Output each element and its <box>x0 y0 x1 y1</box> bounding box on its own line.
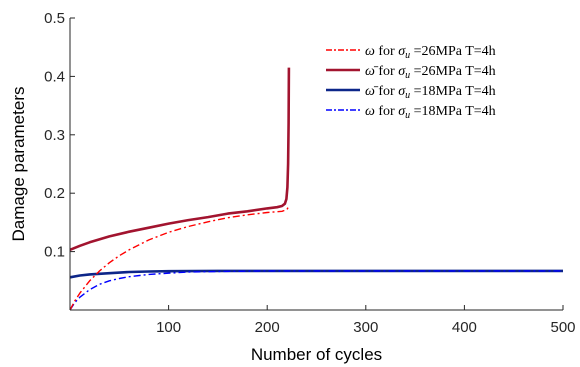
plot-lines <box>69 67 563 311</box>
series-line-1 <box>69 205 290 311</box>
legend-entry-4: ω for σu =18MPa T=4h <box>365 104 496 121</box>
ticks: 100 200 300 400 500 0.1 0.2 0.3 0.4 0.5 <box>44 10 575 336</box>
y-tick-label: 0.1 <box>44 244 65 261</box>
y-tick-label: 0.4 <box>44 68 65 85</box>
y-tick-label: 0.2 <box>44 185 65 202</box>
x-tick-label: 100 <box>156 319 181 336</box>
legend-entry-1: ω for σu =26MPa T=4h <box>365 44 496 61</box>
x-tick-label: 300 <box>353 319 378 336</box>
y-tick-label: 0.3 <box>44 127 65 144</box>
x-axis-title: Number of cycles <box>251 345 382 364</box>
series-line-2 <box>69 67 291 252</box>
series-line-3 <box>69 269 563 279</box>
x-tick-label: 500 <box>550 319 575 336</box>
y-tick-label: 0.5 <box>44 10 65 27</box>
x-tick-label: 200 <box>255 319 280 336</box>
legend: ω for σu =26MPa T=4h ω̄ for σu =26MPa T=4… <box>326 44 496 121</box>
legend-entry-2: ω̄ for σu =26MPa T=4h <box>365 64 496 81</box>
series-line-4 <box>69 270 563 311</box>
legend-entry-3: ω̄ for σu =18MPa T=4h <box>365 84 496 101</box>
y-axis-title: Damage parameters <box>9 87 28 242</box>
x-tick-label: 400 <box>452 319 477 336</box>
axes-frame <box>69 18 563 311</box>
